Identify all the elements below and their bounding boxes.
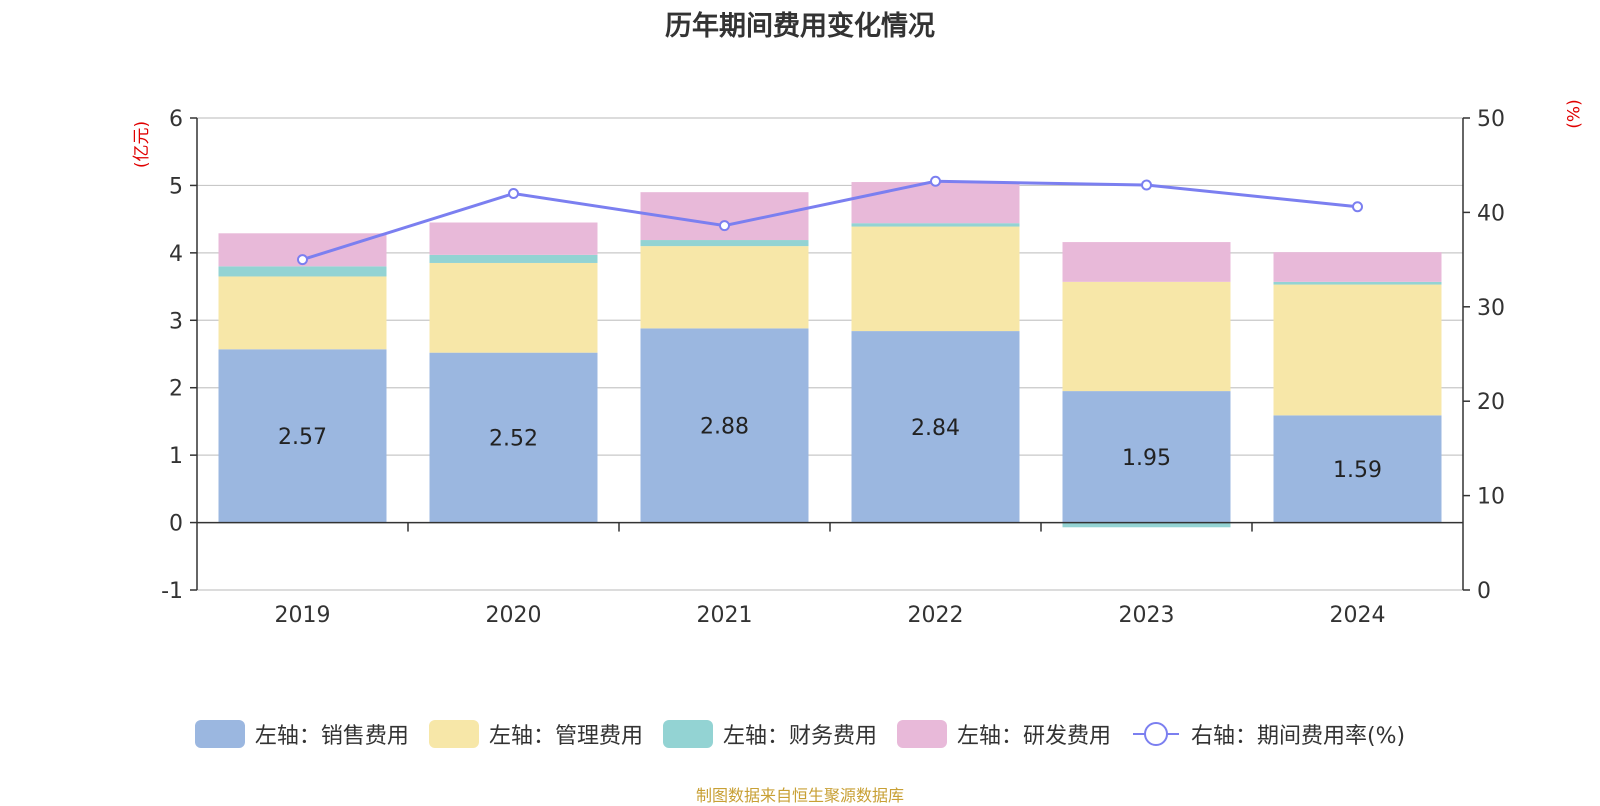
left-tick-label: 0 — [169, 512, 183, 537]
legend-label: 左轴：销售费用 — [254, 724, 409, 749]
bar-2019-左轴：管理费用 — [218, 276, 387, 350]
bar-2020-左轴：管理费用 — [429, 262, 598, 353]
bar-2023-左轴：销售费用 — [1062, 391, 1231, 523]
x-tick-label: 2023 — [1119, 603, 1175, 628]
bar-2024-左轴：管理费用 — [1273, 284, 1442, 416]
legend-swatch — [662, 720, 713, 748]
right-tick-label: 0 — [1477, 579, 1491, 604]
chart-plot: 2.57 2.52 2.88 2.84 1.95 1.59 -1 0 1 2 3 4 5 6 0 10 20 30… — [161, 107, 1505, 628]
x-tick-label: 2022 — [908, 603, 964, 628]
legend-swatch — [194, 720, 245, 748]
bar-2022-左轴：研发费用 — [851, 182, 1020, 224]
bar-2020-左轴：财务费用 — [429, 254, 598, 263]
rate-point — [930, 175, 941, 187]
rate-point — [297, 254, 308, 266]
legend-label: 左轴：财务费用 — [722, 724, 877, 749]
rate-point — [508, 188, 519, 200]
right-tick-label: 30 — [1477, 296, 1505, 321]
bar-2021-左轴：管理费用 — [640, 246, 809, 329]
bar-data-label: 1.95 — [1122, 446, 1171, 471]
bar-2024-左轴：销售费用 — [1273, 415, 1442, 523]
bar-2020-左轴：研发费用 — [429, 222, 598, 255]
chart-legend: 左轴：销售费用 左轴：管理费用 左轴：财务费用 左轴：研发费用 右轴：期间费用率(%) — [0, 718, 1600, 750]
left-tick-label: 3 — [169, 309, 183, 334]
bar-2022-左轴：销售费用 — [851, 331, 1020, 523]
legend-item[interactable]: 左轴：研发费用 — [896, 718, 1111, 750]
bar-data-label: 1.59 — [1333, 458, 1382, 483]
rate-line — [302, 179, 1358, 262]
bar-data-label: 2.57 — [278, 425, 327, 450]
rate-point — [1352, 201, 1363, 213]
bar-2019-左轴：财务费用 — [218, 266, 387, 277]
bar-2024-左轴：财务费用 — [1273, 281, 1442, 285]
left-tick-label: 1 — [169, 444, 183, 469]
bar-2021-左轴：财务费用 — [640, 240, 809, 247]
bar-2023-左轴：管理费用 — [1062, 281, 1231, 392]
bar-2022-左轴：管理费用 — [851, 226, 1020, 332]
x-tick-label: 2019 — [275, 603, 331, 628]
legend-label: 左轴：管理费用 — [488, 724, 643, 749]
bar-data-label: 2.84 — [911, 416, 960, 441]
chart-title: 历年期间费用变化情况 — [665, 11, 935, 42]
bar-2019-左轴：销售费用 — [218, 349, 387, 523]
x-tick-label: 2024 — [1330, 603, 1386, 628]
right-tick-label: 50 — [1477, 107, 1505, 132]
bar-data-label: 2.52 — [489, 427, 538, 452]
bar-2024-左轴：研发费用 — [1273, 252, 1442, 282]
left-tick-label: 6 — [169, 107, 183, 132]
right-tick-label: 20 — [1477, 390, 1505, 415]
left-tick-label: 2 — [169, 377, 183, 402]
rate-point — [1141, 179, 1152, 191]
legend-item[interactable]: 左轴：销售费用 — [194, 718, 409, 750]
legend-label: 左轴：研发费用 — [956, 724, 1111, 749]
legend-line-swatch — [1132, 722, 1179, 746]
left-tick-label: 4 — [169, 242, 183, 267]
left-tick-label: -1 — [161, 579, 183, 604]
bar-2020-左轴：销售费用 — [429, 352, 598, 523]
x-tick-label: 2021 — [697, 603, 753, 628]
legend-item[interactable]: 左轴：财务费用 — [662, 718, 877, 750]
bar-2023-左轴：财务费用 — [1062, 522, 1231, 528]
source-note: 制图数据来自恒生聚源数据库 — [695, 786, 904, 805]
rate-point — [719, 220, 730, 232]
bar-data-label: 2.88 — [700, 414, 749, 439]
right-tick-label: 40 — [1477, 201, 1505, 226]
left-tick-label: 5 — [169, 174, 183, 199]
legend-swatch — [896, 720, 947, 748]
right-tick-label: 10 — [1477, 485, 1505, 510]
legend-swatch — [428, 720, 479, 748]
x-tick-label: 2020 — [486, 603, 542, 628]
bar-2022-左轴：财务费用 — [851, 223, 1020, 227]
legend-label: 右轴：期间费用率(%) — [1190, 724, 1406, 749]
bar-2023-左轴：研发费用 — [1062, 242, 1231, 282]
bar-2021-左轴：销售费用 — [640, 328, 809, 523]
legend-item[interactable]: 左轴：管理费用 — [428, 718, 643, 750]
legend-item[interactable]: 右轴：期间费用率(%) — [1131, 718, 1405, 750]
